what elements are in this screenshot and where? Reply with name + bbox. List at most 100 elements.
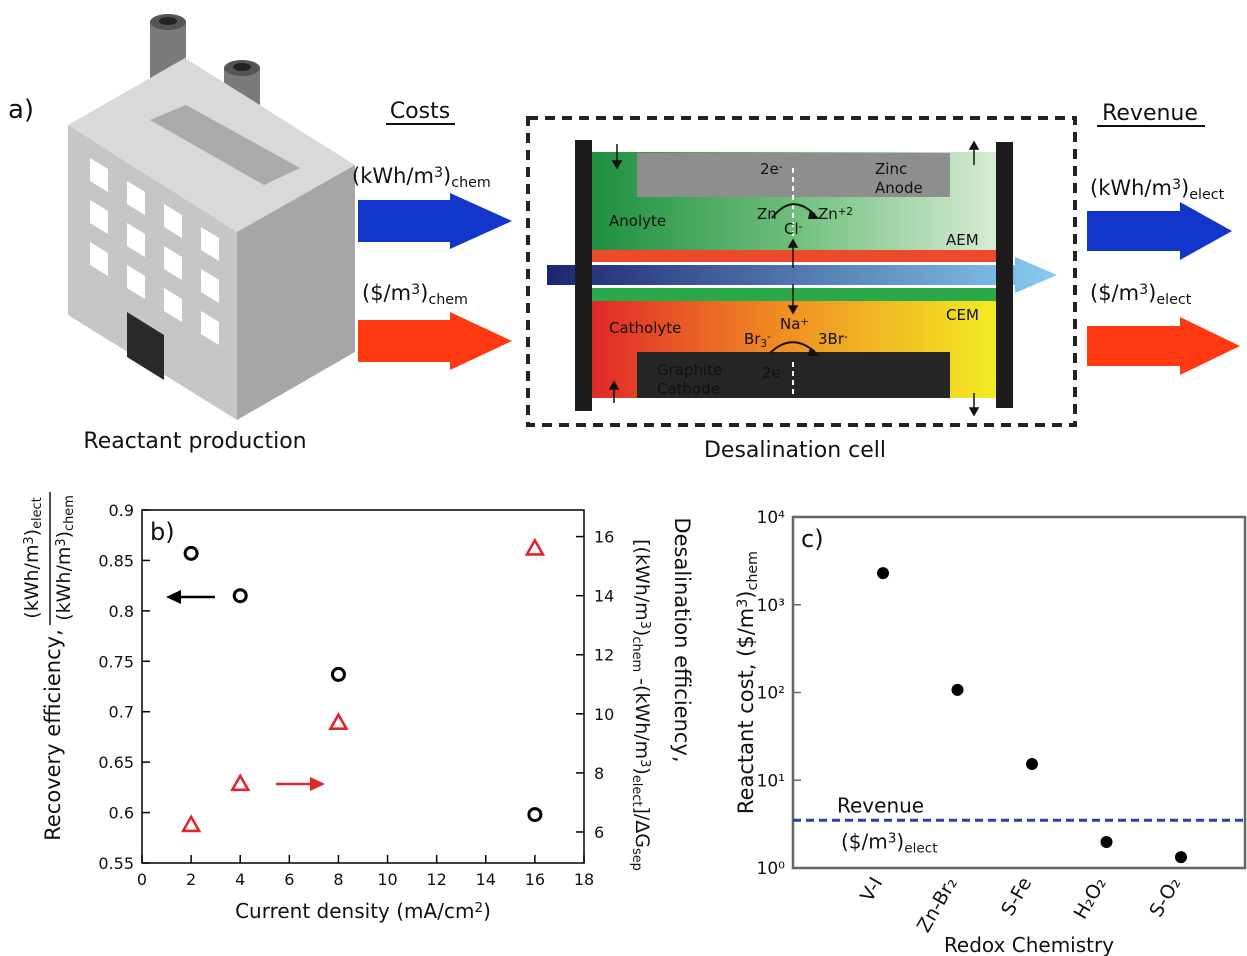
y-axis-label-denominator: (kWh/m3)chem: [53, 495, 77, 621]
text-part: -: [779, 162, 783, 173]
y-axis-label-numerator: (kWh/m3)elect: [21, 497, 45, 618]
y-tick-label: 0.6: [109, 804, 134, 823]
reference-sublabel: ($/m3)elect: [841, 829, 938, 856]
text-part: 3: [411, 282, 420, 298]
figure: a)CostsRevenue(kWh/m3)chem($/m3)chem(kWh…: [0, 0, 1247, 956]
text-part: ($/m: [841, 829, 888, 853]
x-tick-label: 8: [333, 870, 343, 889]
text-part: ($/m: [362, 281, 411, 305]
text-part: 3: [22, 536, 37, 544]
text-part: Reactant cost, ($/m: [734, 608, 758, 814]
text-part: 2: [474, 900, 483, 916]
data-point: [952, 684, 964, 696]
y2-tick-label: 8: [594, 764, 604, 783]
text-part: (kWh/m: [352, 164, 434, 188]
aem-label: AEM: [946, 231, 979, 249]
y-tick-label: 0.7: [109, 703, 134, 722]
text-part: chem: [629, 636, 644, 672]
text-part: -: [799, 222, 803, 233]
text-part: +2: [838, 207, 853, 218]
text-part: 3: [735, 599, 751, 608]
text-part: ]/ΔG: [631, 806, 653, 848]
text-part: 3: [1172, 177, 1181, 193]
data-point: [529, 809, 541, 821]
revenue-heading: Revenue: [1102, 101, 1198, 126]
y-tick-label: 10¹: [757, 771, 785, 791]
text-part: ): [734, 590, 758, 598]
data-point: [1175, 851, 1187, 863]
text-part: ): [21, 529, 43, 536]
text-part: 2e: [762, 364, 781, 382]
text-part: -: [767, 332, 771, 343]
text-part: (kWh/m: [53, 547, 75, 621]
text-part: Cl: [784, 220, 799, 238]
data-point: [330, 715, 346, 729]
text-part: elect: [1189, 187, 1224, 203]
text-part: ): [483, 899, 491, 923]
text-part: ($/m: [1090, 281, 1139, 305]
data-point: [183, 817, 199, 831]
x-tick-label: H₂O₂: [1070, 874, 1111, 924]
factory-label: Reactant production: [83, 429, 306, 454]
y-tick-label: 0.75: [98, 652, 134, 671]
cost-money: ($/m3)chem: [362, 281, 468, 308]
cathode-label: Graphite: [657, 361, 722, 379]
text-part: -: [844, 332, 848, 343]
text-part: ): [631, 629, 653, 636]
data-point: [1101, 836, 1113, 848]
text-part: chem: [451, 175, 491, 191]
y-axis-label: Recovery efficiency,: [41, 629, 65, 841]
text-part: 3Br: [818, 330, 845, 348]
x-axis-label: Redox Chemistry: [944, 933, 1114, 956]
data-point: [185, 547, 197, 559]
y2-tick-label: 14: [594, 587, 614, 606]
anolyte-label: Anolyte: [609, 212, 666, 230]
x-tick-label: 12: [426, 870, 446, 889]
cost-energy: (kWh/m3)chem: [352, 164, 491, 191]
text-part: 2e: [760, 160, 779, 178]
reference-label: Revenue: [837, 793, 924, 817]
text-part: 3: [434, 165, 443, 181]
data-point: [877, 567, 889, 579]
data-point: [527, 540, 543, 554]
text-part: ): [631, 767, 653, 774]
text-part: chem: [745, 551, 761, 591]
x-tick-label: S-O₂: [1145, 874, 1185, 921]
panel-label: b): [150, 518, 175, 546]
data-point: [232, 776, 248, 790]
data-point: [234, 590, 246, 602]
y2-tick-label: 6: [594, 823, 604, 842]
y-tick-label: 0.65: [98, 753, 134, 772]
text-part: ): [1148, 281, 1156, 305]
x-tick-label: S-Fe: [997, 874, 1036, 920]
y2-axis-label-expression: [(kWh/m3)chem -(kWh/m3)elect]/ΔGsep: [629, 539, 653, 871]
text-part: 3: [54, 538, 69, 546]
revenue-money: ($/m3)elect: [1090, 281, 1192, 308]
y2-tick-label: 10: [594, 705, 614, 724]
plot-frame: [142, 510, 584, 863]
text-part: (kWh/m: [21, 545, 43, 619]
zinc-label: Zn: [757, 205, 777, 223]
cell-label: Desalination cell: [704, 438, 886, 463]
text-part: ): [53, 531, 75, 538]
text-part: Br: [744, 330, 761, 348]
text-part: 3: [1139, 282, 1148, 298]
x-tick-label: Zn-Br₂: [913, 874, 962, 937]
text-part: 3: [888, 831, 897, 847]
data-point: [1026, 758, 1038, 770]
cem-label: CEM: [946, 306, 979, 324]
panel-label: c): [801, 525, 824, 553]
text-part: Zn: [818, 205, 838, 223]
text-part: 3: [637, 621, 652, 629]
text-part: elect: [30, 497, 45, 529]
cathode-label: Cathode: [657, 380, 720, 398]
y-tick-label: 10²: [757, 684, 785, 704]
x-tick-label: 0: [137, 870, 147, 889]
y-tick-label: 10⁰: [757, 859, 786, 879]
text-part: elect: [629, 775, 644, 807]
text-part: ): [896, 829, 904, 853]
x-tick-label: 10: [377, 870, 397, 889]
x-tick-label: 16: [525, 870, 545, 889]
anode-label: Anode: [875, 179, 923, 197]
text-part: (kWh/m: [1090, 176, 1172, 200]
